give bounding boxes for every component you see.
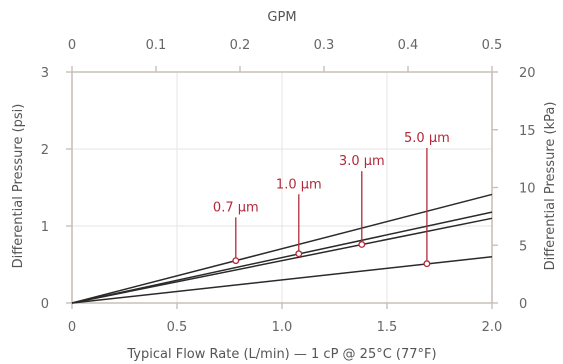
x-axis-title: Typical Flow Rate (L/min) — 1 cP @ 25°C …	[126, 347, 436, 362]
y-tick-label: 2	[41, 143, 49, 158]
series-lines	[71, 193, 493, 304]
series-line-1	[71, 211, 493, 304]
axes	[66, 66, 498, 309]
x2-tick-label: 0.2	[230, 38, 251, 53]
x2-tick-label: 0.1	[146, 38, 167, 53]
x2-tick-label: 0.4	[398, 38, 419, 53]
series-label-2: 3.0 µm	[339, 154, 385, 169]
x-tick-label: 0.5	[167, 320, 188, 335]
x-tick-label: 0	[68, 320, 76, 335]
series-label-1: 1.0 µm	[276, 177, 322, 192]
series-label-0: 0.7 µm	[213, 200, 259, 215]
y2-tick-label: 10	[519, 182, 536, 197]
annotation-marker-1	[295, 250, 303, 258]
y2-tick-label: 15	[519, 124, 536, 139]
x-tick-label: 1.5	[377, 320, 398, 335]
y2-tick-label: 0	[519, 297, 527, 312]
series-label-3: 5.0 µm	[404, 131, 450, 146]
series-line-2	[71, 217, 493, 304]
y2-tick-label: 5	[519, 239, 527, 254]
y-tick-label: 0	[41, 297, 49, 312]
annotation-marker-0	[232, 257, 240, 265]
x2-tick-label: 0.3	[314, 38, 335, 53]
y-tick-label: 1	[41, 220, 49, 235]
y-axis-title: Differential Pressure (psi)	[11, 104, 26, 269]
annotation-marker-2	[358, 241, 366, 248]
annotations: 0.7 µm 1.0 µm 3.0 µm 5.0 µm	[213, 131, 450, 268]
series-line-3	[71, 256, 493, 304]
y2-axis-title: Differential Pressure (kPa)	[543, 102, 558, 271]
x-tick-label: 1.0	[272, 320, 293, 335]
x2-tick-label: 0	[68, 38, 76, 53]
x2-tick-label: 0.5	[482, 38, 503, 53]
y2-tick-label: 20	[519, 66, 536, 81]
series-line-0	[71, 193, 493, 304]
tick-labels: 0 0.5 1.0 1.5 2.0 0 0.1 0.2 0.3 0.4 0.5 0 1 2 3 0 5 10 15 2…	[41, 38, 536, 335]
annotation-marker-3	[423, 260, 431, 268]
x-tick-label: 2.0	[482, 320, 503, 335]
x2-axis-title: GPM	[267, 10, 296, 25]
y-tick-label: 3	[41, 66, 49, 81]
